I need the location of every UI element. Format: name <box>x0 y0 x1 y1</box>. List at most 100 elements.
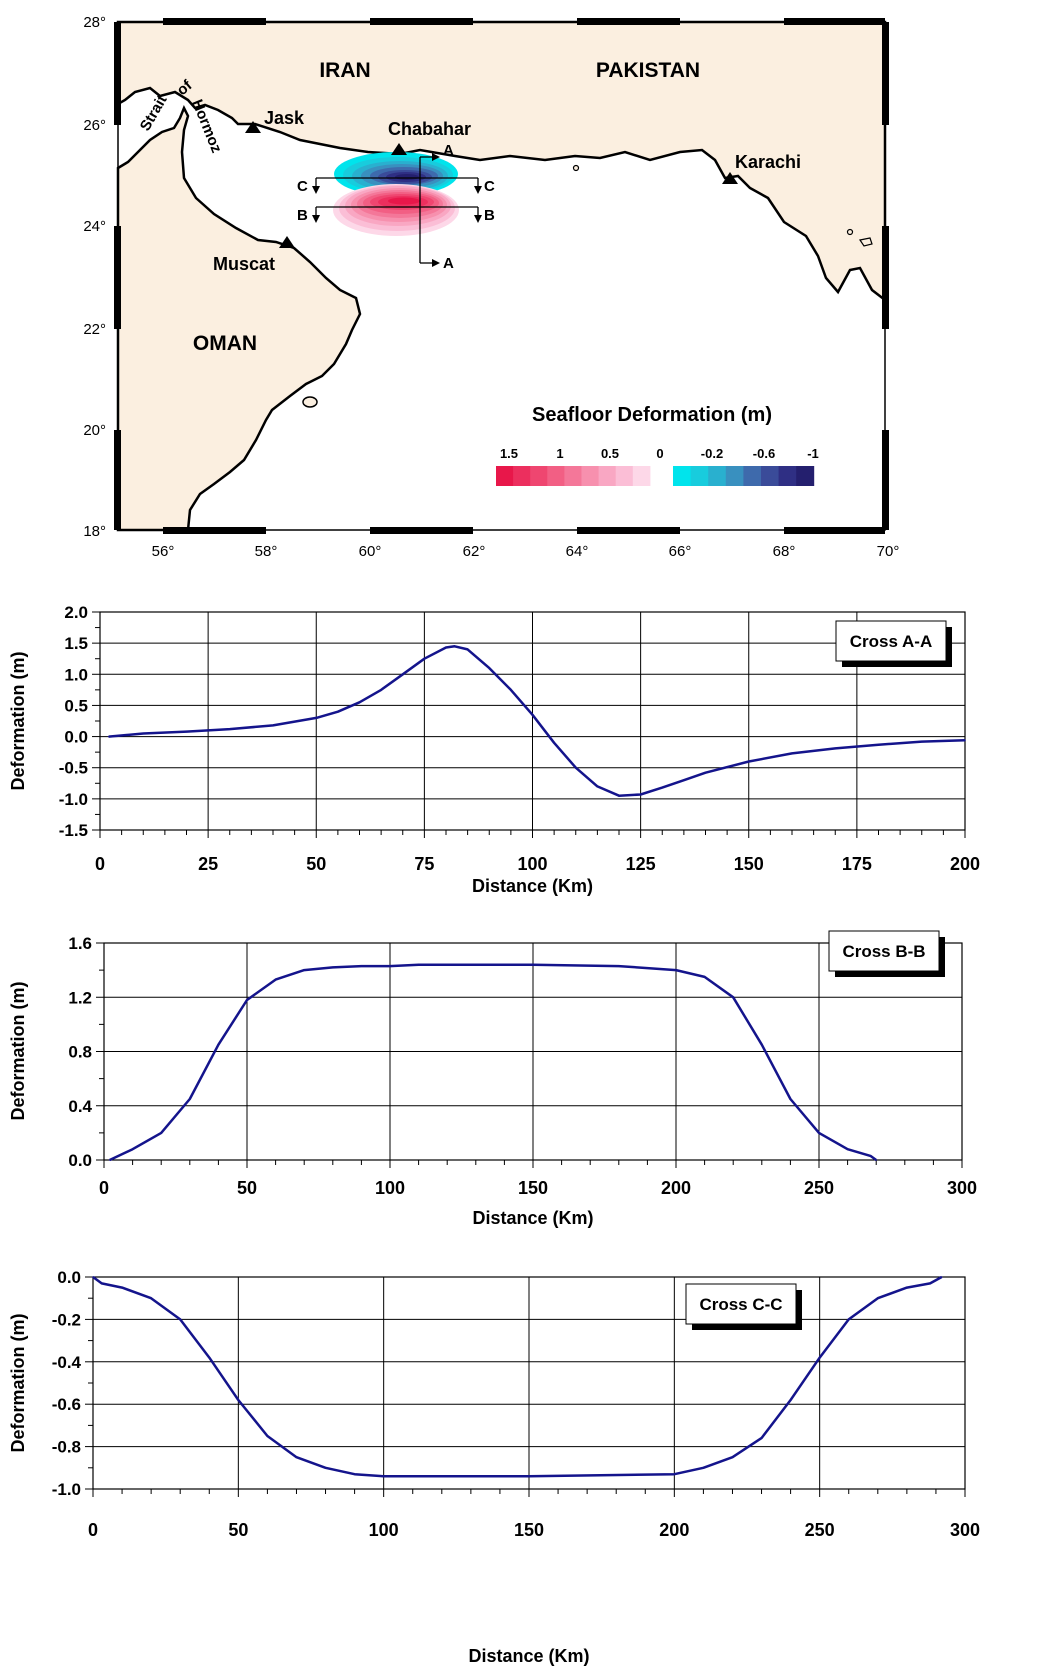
lon-tick: 56° <box>152 543 175 560</box>
data-point <box>748 760 750 763</box>
data-point <box>875 1159 877 1161</box>
y-tick-label: 1.6 <box>68 934 92 953</box>
country-label-oman: OMAN <box>193 332 257 355</box>
x-tick-label: 150 <box>514 1520 544 1540</box>
legend-box <box>828 930 940 972</box>
data-point <box>332 966 334 969</box>
data-point <box>389 965 391 967</box>
legend-color-swatch <box>761 466 779 486</box>
lon-tick: 64° <box>566 543 589 560</box>
data-point <box>834 747 837 750</box>
section-label-c-left: C <box>297 178 308 195</box>
data-point <box>847 1318 850 1321</box>
data-point <box>906 1286 908 1289</box>
section-label-a-bottom: A <box>443 255 454 272</box>
lon-tick: 68° <box>773 543 796 560</box>
x-tick-label: 50 <box>306 854 326 874</box>
legend-label: -0.2 <box>701 446 723 461</box>
city-label-chabahar: Chabahar <box>388 119 471 139</box>
data-point <box>532 963 534 966</box>
data-point <box>360 965 363 967</box>
y-tick-label: 1.5 <box>64 634 88 653</box>
island <box>846 228 854 236</box>
y-tick-label: -0.6 <box>52 1395 81 1414</box>
data-point <box>131 1148 134 1150</box>
deformation-profile-line <box>92 1275 943 1478</box>
x-tick-label: 200 <box>659 1520 689 1540</box>
data-point <box>237 1399 240 1401</box>
x-tick-label: 175 <box>842 854 872 874</box>
y-tick-label: -0.8 <box>52 1438 81 1457</box>
legend-negative-colorbar <box>673 466 815 486</box>
x-tick-label: 0 <box>95 854 105 874</box>
legend-box <box>685 1283 797 1325</box>
y-axis-label: Deformation (m) <box>8 981 28 1120</box>
legend-label: Cross A-A <box>850 632 933 651</box>
x-axis-label: Distance (Km) <box>468 1646 589 1666</box>
data-point <box>675 969 677 971</box>
legend-label: -0.6 <box>753 446 775 461</box>
data-point <box>150 1297 152 1299</box>
data-point <box>303 969 306 971</box>
legend-color-swatch <box>690 466 709 486</box>
y-tick-label: 1.2 <box>68 988 92 1007</box>
data-point <box>445 646 447 649</box>
data-point <box>703 976 706 978</box>
legend-title: Seafloor Deformation (m) <box>532 404 772 426</box>
y-tick-label: 0.4 <box>68 1097 92 1116</box>
city-marker-karachi <box>722 172 738 184</box>
legend-color-swatch <box>632 466 651 486</box>
data-point <box>208 1356 211 1359</box>
legend-label: 1 <box>556 446 563 461</box>
plot-area-frame <box>103 942 963 1161</box>
data-point <box>353 1473 356 1475</box>
data-point <box>315 717 318 719</box>
y-tick-label: -1.0 <box>59 790 88 809</box>
data-point <box>217 1043 220 1046</box>
lon-tick: 62° <box>463 543 486 560</box>
data-point <box>683 779 685 781</box>
x-tick-label: 25 <box>198 854 218 874</box>
data-point <box>229 728 231 730</box>
x-tick-label: 200 <box>950 854 980 874</box>
legend-label: 0.5 <box>601 446 619 461</box>
city-marker-muscat <box>279 236 295 248</box>
legend-box <box>835 620 947 662</box>
data-point <box>324 1467 327 1469</box>
x-tick-label: 250 <box>805 1520 835 1540</box>
section-label-a-top: A <box>443 142 454 159</box>
lat-tick: 18° <box>83 523 106 540</box>
lon-tick: 66° <box>669 543 692 560</box>
section-arrowheads <box>312 153 482 267</box>
data-point <box>846 1148 849 1150</box>
x-axis-label: Distance (Km) <box>472 876 593 896</box>
x-tick-label: 150 <box>518 1178 548 1198</box>
data-point <box>596 785 599 788</box>
legend-color-swatch <box>513 466 531 486</box>
legend-label: 1.5 <box>500 446 518 461</box>
legend-color-swatch <box>547 466 565 486</box>
y-tick-label: -0.5 <box>59 759 88 778</box>
seafloor-deformation-map: 56° 58° 60° 62° 64° 66° 68° 70° 28° 26° … <box>83 14 899 560</box>
x-tick-label: 250 <box>804 1178 834 1198</box>
data-point <box>266 1435 269 1437</box>
data-point <box>531 714 534 716</box>
data-point <box>121 1286 123 1289</box>
data-point <box>940 1276 943 1278</box>
data-point <box>921 740 923 743</box>
data-point <box>337 710 339 713</box>
x-tick-label: 150 <box>734 854 764 874</box>
data-point <box>185 730 188 733</box>
data-point <box>760 1437 763 1439</box>
data-point <box>402 673 404 676</box>
lat-tick: 22° <box>83 321 106 338</box>
data-point <box>295 1456 298 1458</box>
legend-color-swatch <box>496 466 514 486</box>
section-label-c-right: C <box>484 178 495 195</box>
data-point <box>704 771 707 774</box>
y-tick-label: -1.0 <box>52 1480 81 1499</box>
legend-label: -1 <box>807 446 819 461</box>
lat-tick: 24° <box>83 218 106 235</box>
cross-section-lines <box>315 156 479 264</box>
y-tick-label: 0.5 <box>64 696 88 715</box>
